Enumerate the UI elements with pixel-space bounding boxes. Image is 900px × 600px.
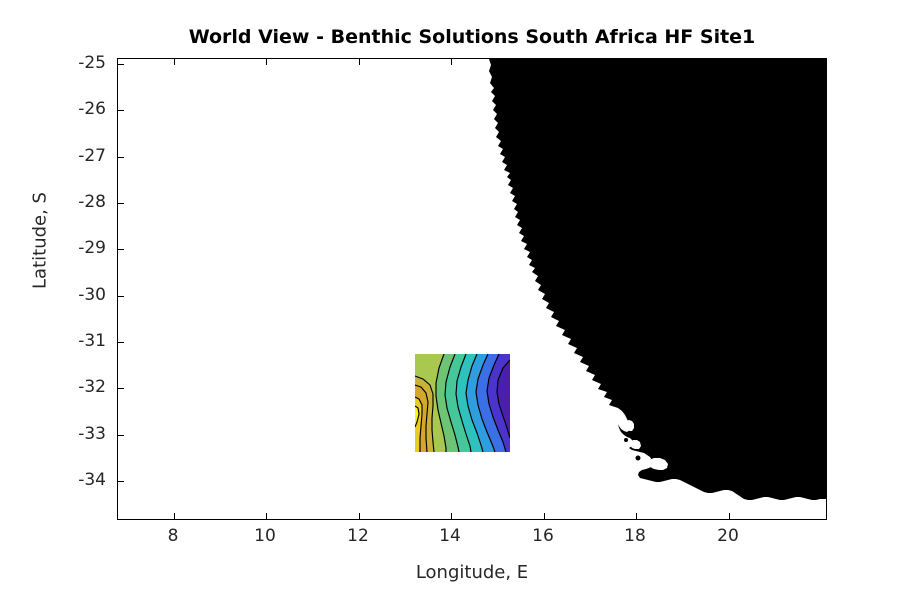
xticklabel-8: 8 xyxy=(167,526,179,546)
landmass-layer xyxy=(489,59,826,500)
xtick-8 xyxy=(174,513,175,519)
map-axes[interactable] xyxy=(117,58,827,520)
x-axis-label: Longitude, E xyxy=(415,562,529,583)
ytick-m26 xyxy=(118,110,124,111)
yticklabel-m27: -27 xyxy=(78,146,106,166)
ytick-right-m32 xyxy=(820,388,826,389)
contour-plot xyxy=(415,354,510,452)
yticklabel-m34: -34 xyxy=(78,470,106,490)
xtick-20 xyxy=(729,513,730,519)
axes-clip xyxy=(118,59,826,519)
xtick-top-20 xyxy=(729,59,730,65)
saldanha-bay-notch xyxy=(624,420,634,431)
yticklabel-m33: -33 xyxy=(78,424,106,444)
xticklabel-10: 10 xyxy=(254,526,276,546)
y-axis-label: Latitude, S xyxy=(29,192,51,289)
island-dot-2 xyxy=(635,455,641,461)
island-dot-3 xyxy=(603,310,607,314)
ytick-right-m31 xyxy=(820,342,826,343)
xtick-10 xyxy=(266,513,267,519)
ytick-m34 xyxy=(118,481,124,482)
yticklabel-m31: -31 xyxy=(78,331,106,351)
xtick-18 xyxy=(636,513,637,519)
xticklabel-16: 16 xyxy=(532,526,554,546)
xtick-top-12 xyxy=(359,59,360,65)
ytick-m27 xyxy=(118,157,124,158)
ytick-right-m29 xyxy=(820,249,826,250)
xtick-14 xyxy=(451,513,452,519)
page-title: World View - Benthic Solutions South Afr… xyxy=(188,26,756,48)
island-dot-1 xyxy=(624,438,628,442)
ytick-right-m30 xyxy=(820,296,826,297)
xtick-top-16 xyxy=(544,59,545,65)
ytick-m28 xyxy=(118,203,124,204)
ytick-m33 xyxy=(118,435,124,436)
xtick-top-18 xyxy=(636,59,637,65)
yticklabel-m25: -25 xyxy=(78,53,106,73)
xticklabel-12: 12 xyxy=(347,526,369,546)
ytick-right-m34 xyxy=(820,481,826,482)
ytick-m31 xyxy=(118,342,124,343)
ytick-m29 xyxy=(118,249,124,250)
ytick-right-m27 xyxy=(820,157,826,158)
xtick-16 xyxy=(544,513,545,519)
africa-coastline-polygon xyxy=(489,59,826,500)
contour-lines xyxy=(415,354,510,452)
yticklabel-m26: -26 xyxy=(78,99,106,119)
ytick-right-m33 xyxy=(820,435,826,436)
ytick-m32 xyxy=(118,388,124,389)
ytick-right-m25 xyxy=(820,64,826,65)
xtick-top-10 xyxy=(266,59,267,65)
xtick-12 xyxy=(359,513,360,519)
xtick-top-8 xyxy=(174,59,175,65)
xticklabel-14: 14 xyxy=(439,526,461,546)
yticklabel-m32: -32 xyxy=(78,377,106,397)
ytick-m25 xyxy=(118,64,124,65)
false-bay-notch xyxy=(648,458,668,470)
ytick-right-m26 xyxy=(820,110,826,111)
yticklabel-m28: -28 xyxy=(78,192,106,212)
survey-site-contour-inset[interactable] xyxy=(415,354,510,452)
ytick-m30 xyxy=(118,296,124,297)
xtick-top-14 xyxy=(451,59,452,65)
xticklabel-20: 20 xyxy=(717,526,739,546)
table-bay-notch xyxy=(630,440,641,449)
ytick-right-m28 xyxy=(820,203,826,204)
xticklabel-18: 18 xyxy=(624,526,646,546)
yticklabel-m30: -30 xyxy=(78,285,106,305)
yticklabel-m29: -29 xyxy=(78,238,106,258)
